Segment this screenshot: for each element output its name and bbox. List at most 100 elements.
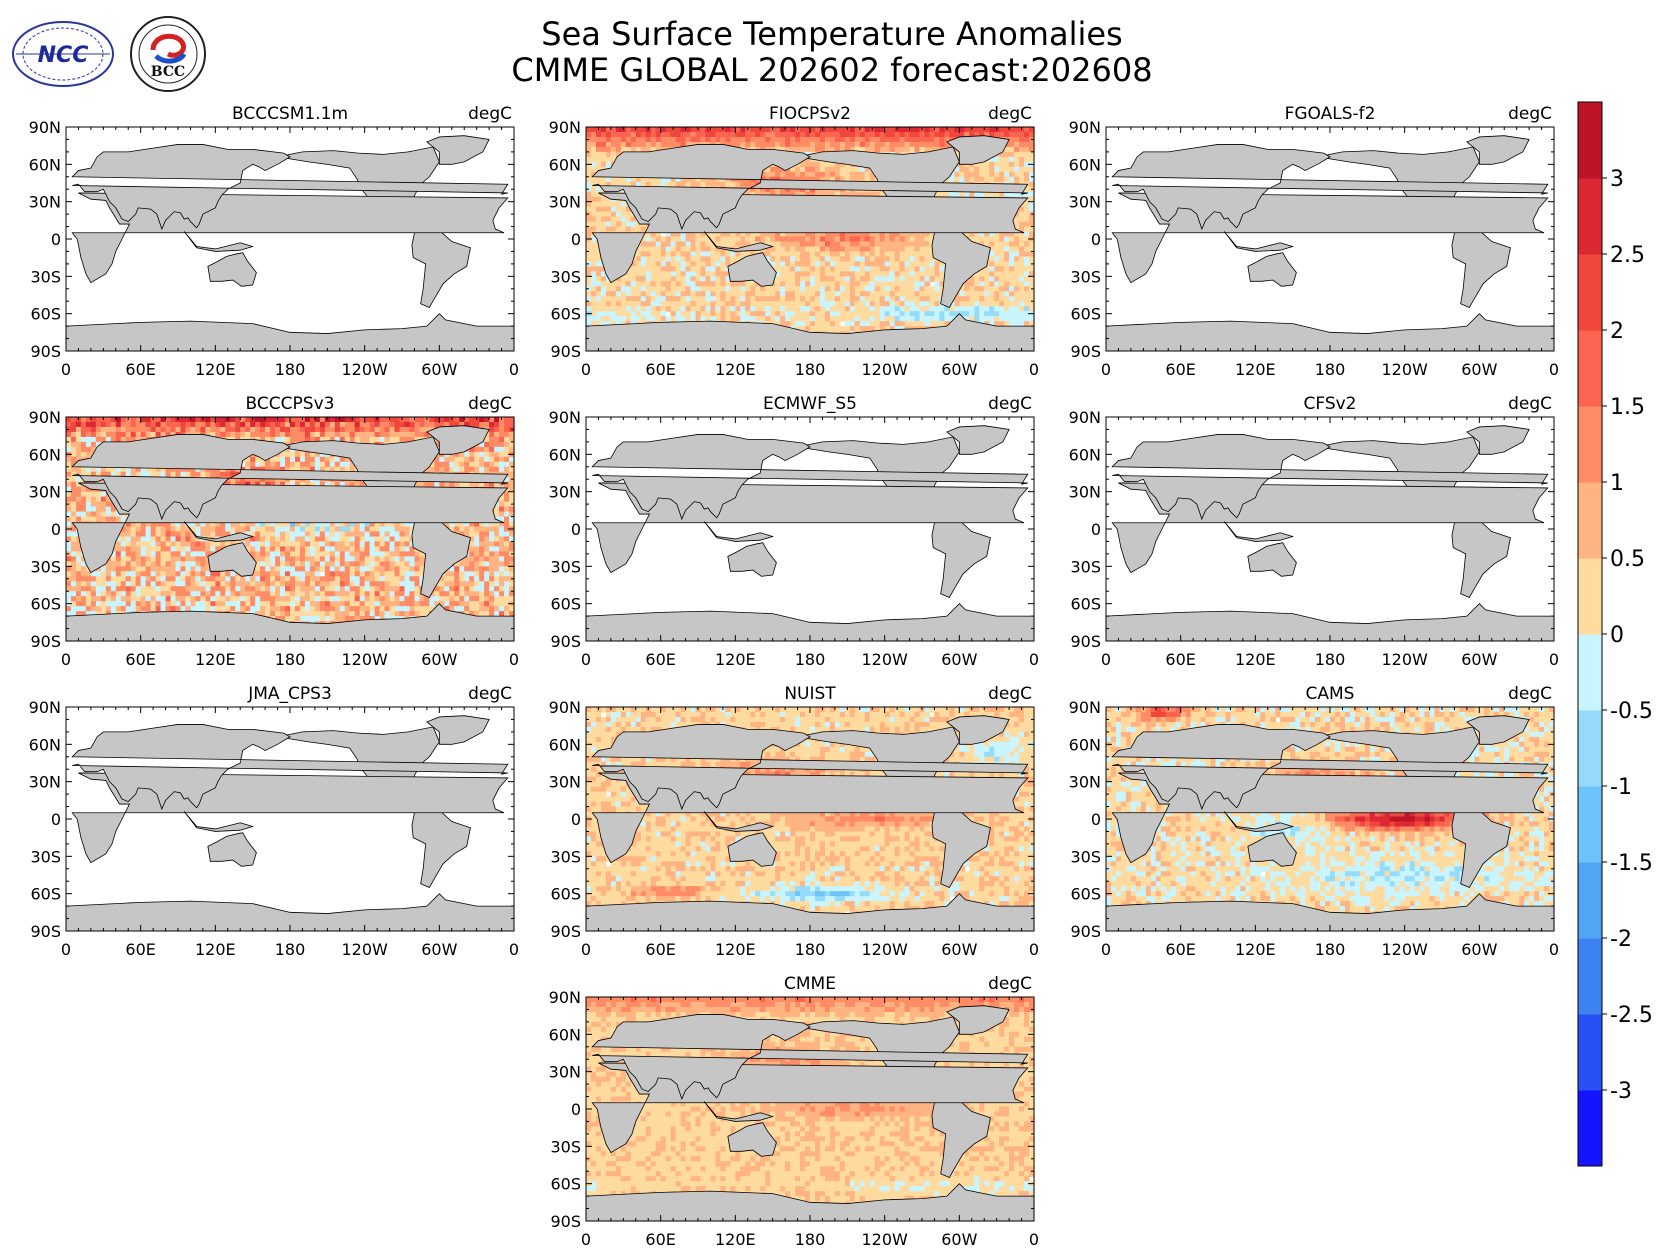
- continent-shape: [946, 425, 1010, 455]
- continent-shape: [931, 803, 991, 888]
- continent-shape: [426, 715, 490, 745]
- lon-tick-label: 60W: [941, 360, 977, 379]
- lon-tick-label: 120W: [1381, 360, 1428, 379]
- lon-tick-label: 0: [61, 940, 71, 959]
- land-masks: [586, 715, 1034, 931]
- lat-tick-label: 30N: [549, 483, 581, 502]
- colorbar-label: 2: [1610, 319, 1624, 344]
- continent-shape: [1451, 803, 1511, 888]
- lon-tick-label: 120W: [1381, 940, 1428, 959]
- panel-unit: degC: [988, 104, 1032, 124]
- land-masks: [1106, 425, 1554, 641]
- lat-tick-label: 90N: [1069, 408, 1101, 427]
- lat-tick-label: 60N: [1069, 155, 1101, 174]
- lat-tick-label: 30S: [1070, 267, 1101, 286]
- lat-tick-label: 60S: [30, 305, 61, 324]
- panel-unit: degC: [468, 684, 512, 704]
- continent-shape: [207, 832, 257, 867]
- bcc-logo: BCC: [130, 16, 206, 92]
- colorbar-label: -2.5: [1610, 1003, 1653, 1028]
- continent-shape: [946, 1005, 1010, 1035]
- lat-tick-label: 30S: [550, 267, 581, 286]
- colorbar-swatch: [1578, 786, 1602, 863]
- continent-shape: [1111, 434, 1549, 521]
- lat-tick-label: 60N: [549, 155, 581, 174]
- lon-tick-label: 0: [1029, 360, 1039, 379]
- panel-title: CFSv2: [1303, 394, 1356, 414]
- lon-tick-label: 60E: [125, 650, 155, 669]
- panel-title: NUIST: [784, 684, 836, 704]
- lon-tick-label: 120E: [715, 940, 756, 959]
- lon-tick-label: 120E: [195, 650, 236, 669]
- lon-tick-label: 120W: [1381, 650, 1428, 669]
- continent-shape: [946, 715, 1010, 745]
- lat-tick-label: 30S: [30, 557, 61, 576]
- lon-tick-label: 60E: [645, 650, 675, 669]
- colorbar-label: 0.5: [1610, 547, 1645, 572]
- continent-shape: [591, 434, 1029, 521]
- colorbar-label: 2.5: [1610, 243, 1645, 268]
- continent-shape: [591, 1062, 1029, 1154]
- continent-shape: [1247, 252, 1297, 287]
- colorbar-swatch: [1578, 330, 1602, 407]
- lat-tick-label: 30N: [549, 773, 581, 792]
- lat-tick-label: 0: [51, 230, 61, 249]
- land-masks: [1106, 135, 1554, 351]
- lat-tick-label: 90N: [1069, 118, 1101, 137]
- map-panel: ECMWF_S5 degC 0 60E 120E 180 120W 60W 0 90N 60N 30N…: [549, 394, 1039, 669]
- panel-unit: degC: [468, 394, 512, 414]
- continent-shape: [1451, 513, 1511, 598]
- continent-shape: [411, 223, 471, 308]
- lat-tick-label: 60N: [1069, 445, 1101, 464]
- land-masks: [586, 135, 1034, 351]
- map-panel: CFSv2 degC 0 60E 120E 180 120W 60W 0 90N 60N 30N 0 30…: [1069, 394, 1559, 669]
- lat-tick-label: 90S: [1070, 632, 1101, 651]
- continent-shape: [591, 144, 1029, 231]
- colorbar-swatch: [1578, 1090, 1602, 1167]
- map-ticks: [585, 996, 1035, 1222]
- colorbar-swatch: [1578, 558, 1602, 635]
- panel-unit: degC: [988, 974, 1032, 994]
- lon-tick-label: 180: [1315, 940, 1346, 959]
- lon-tick-label: 60W: [1461, 650, 1497, 669]
- continent-shape: [1106, 313, 1554, 351]
- continent-shape: [1466, 135, 1530, 165]
- lat-tick-label: 30N: [549, 193, 581, 212]
- lon-tick-label: 0: [61, 650, 71, 669]
- lat-tick-label: 90S: [30, 342, 61, 361]
- continent-shape: [1106, 603, 1554, 641]
- continent-shape: [71, 434, 509, 521]
- lat-tick-label: 60N: [549, 1025, 581, 1044]
- continent-shape: [931, 223, 991, 308]
- lon-tick-label: 120E: [1235, 360, 1276, 379]
- colorbar-label: 1: [1610, 471, 1624, 496]
- panel-unit: degC: [1508, 684, 1552, 704]
- figure-title: Sea Surface Temperature Anomalies: [0, 16, 1664, 52]
- land-masks: [1106, 715, 1554, 931]
- continent-shape: [1223, 811, 1295, 832]
- continent-shape: [586, 893, 1034, 931]
- colorbar-swatch: [1578, 102, 1602, 179]
- panel-title: BCCCPSv3: [246, 394, 335, 414]
- lon-tick-label: 120E: [715, 1230, 756, 1248]
- continent-shape: [703, 231, 775, 252]
- map-ticks: [1105, 706, 1555, 932]
- continent-shape: [1111, 772, 1549, 864]
- map-ticks: [1105, 416, 1555, 642]
- continent-shape: [591, 724, 1029, 811]
- map-ticks: [65, 416, 515, 642]
- continent-shape: [66, 313, 514, 351]
- lat-tick-label: 30S: [550, 557, 581, 576]
- continent-shape: [703, 1101, 775, 1122]
- continent-shape: [426, 135, 490, 165]
- lat-tick-label: 0: [1091, 810, 1101, 829]
- lat-tick-label: 90N: [549, 408, 581, 427]
- lon-tick-label: 0: [509, 360, 519, 379]
- lon-tick-label: 0: [581, 360, 591, 379]
- continent-shape: [1111, 144, 1549, 231]
- panel-title: FGOALS-f2: [1285, 104, 1376, 124]
- land-masks: [66, 715, 514, 931]
- lat-tick-label: 30N: [1069, 773, 1101, 792]
- lat-tick-label: 30N: [29, 193, 61, 212]
- lon-tick-label: 60W: [941, 940, 977, 959]
